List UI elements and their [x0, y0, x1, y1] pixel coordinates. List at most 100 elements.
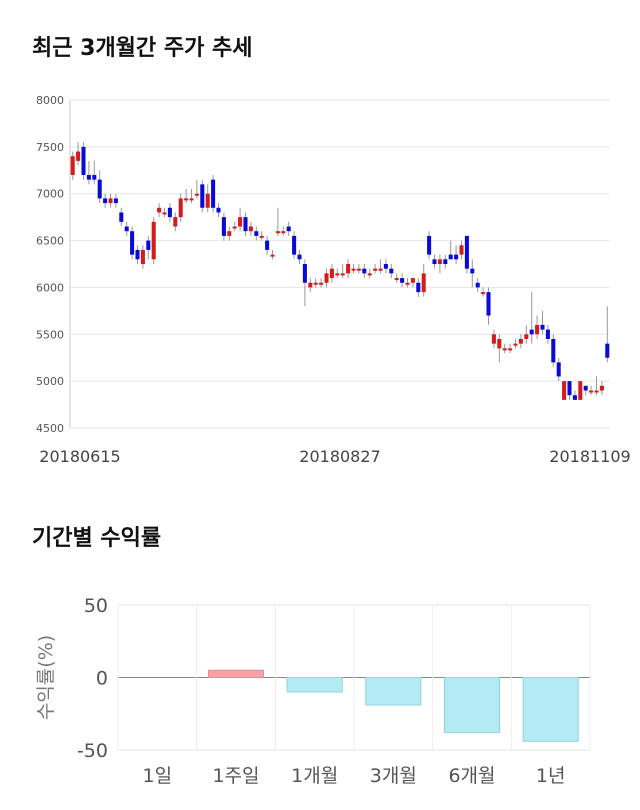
candle-body — [135, 249, 140, 260]
candle-body — [140, 249, 145, 264]
x-tick-label: 1년 — [536, 765, 566, 787]
candle-body — [518, 338, 523, 344]
candle-body — [475, 282, 480, 288]
candle-body — [432, 259, 437, 264]
candle-body — [86, 174, 91, 180]
candle-body — [437, 259, 442, 264]
candle-body — [124, 226, 129, 232]
candle-body — [448, 254, 453, 260]
candle-body — [491, 334, 496, 344]
candle-body — [454, 254, 459, 260]
candle-body — [427, 235, 432, 255]
candle-body — [605, 343, 610, 358]
candle-body — [232, 226, 237, 229]
candle-body — [356, 268, 361, 271]
candle-body — [464, 235, 469, 269]
candle-body — [216, 207, 221, 213]
candle-body — [599, 385, 604, 391]
candle-body — [200, 184, 205, 208]
return-bar — [443, 677, 501, 734]
candle-body — [562, 381, 567, 400]
candle-body — [119, 212, 124, 222]
candle-body — [297, 254, 302, 260]
returns-bar-chart: 50 0 -50 1일 1주일 1개월 3개월 6개월 1년 수익률(%) — [35, 595, 591, 787]
candle-body — [243, 217, 248, 232]
candle-body — [481, 292, 486, 295]
candle-body — [238, 217, 243, 227]
candle-body — [567, 381, 572, 396]
candle-body — [497, 338, 502, 349]
x-tick-label: 1개월 — [291, 765, 338, 787]
candle-body — [324, 273, 329, 283]
return-bar — [286, 677, 343, 693]
candle-body — [167, 207, 172, 218]
x-tick-label: 3개월 — [370, 765, 417, 787]
candle-body — [103, 198, 108, 204]
candle-body — [113, 198, 118, 204]
y-tick-label: 0 — [96, 668, 108, 690]
candle-body — [146, 240, 151, 250]
candle-body — [275, 231, 280, 234]
candle-body — [130, 231, 135, 255]
candle-body — [281, 231, 286, 234]
y-tick-label: 5500 — [36, 328, 64, 341]
x-tick-label: 20181109 — [549, 447, 630, 466]
candle-body — [373, 268, 378, 271]
return-bar — [365, 677, 422, 706]
candle-body — [335, 273, 340, 276]
y-tick-label: 5000 — [36, 375, 64, 388]
candle-body — [313, 282, 318, 285]
candle-body — [394, 278, 399, 281]
y-tick-label: 7500 — [36, 141, 64, 154]
price-trend-title: 최근 3개월간 주가 추세 — [32, 36, 253, 61]
candle-body — [405, 282, 410, 285]
y-axis-label: 수익률(%) — [35, 635, 57, 720]
y-tick-label: 6000 — [36, 281, 64, 294]
candle-body — [76, 151, 81, 161]
candle-body — [254, 231, 259, 236]
x-tick-label: 6개월 — [448, 765, 495, 787]
candle-body — [486, 292, 491, 316]
x-tick-label: 1일 — [143, 765, 173, 787]
candle-body — [221, 217, 226, 236]
candle-body — [319, 282, 324, 285]
candle-body — [572, 395, 577, 400]
period-returns-title: 기간별 수익률 — [32, 526, 162, 551]
candle-body — [286, 226, 291, 232]
candle-body — [383, 264, 388, 269]
candle-body — [205, 193, 210, 208]
candle-body — [578, 381, 583, 400]
candle-body — [367, 273, 372, 276]
candle-body — [508, 348, 513, 351]
y-tick-label: 6500 — [36, 235, 64, 248]
candle-body — [151, 221, 156, 260]
candle-body — [378, 268, 383, 271]
candlestick-chart: 8000 7500 7000 6500 6000 5500 5000 4500 20180615… — [36, 94, 631, 466]
candle-body — [502, 348, 507, 351]
candle-body — [346, 264, 351, 274]
return-bar — [207, 669, 265, 678]
candle-body — [389, 268, 394, 274]
candle-body — [259, 235, 264, 238]
candle-body — [302, 264, 307, 283]
candle-body — [178, 198, 183, 218]
candle-body — [583, 385, 588, 391]
candle-body — [540, 324, 545, 330]
candle-body — [157, 207, 162, 213]
x-tick-label: 1주일 — [212, 765, 259, 787]
x-tick-label: 20180827 — [299, 447, 380, 466]
y-tick-label: -50 — [77, 740, 108, 762]
candle-body — [329, 268, 334, 279]
candle-body — [529, 329, 534, 335]
candle-body — [194, 193, 199, 196]
candle-body — [227, 231, 232, 236]
candle-body — [421, 273, 426, 293]
x-tick-label: 20180615 — [39, 447, 120, 466]
candle-body — [351, 268, 356, 271]
candle-body — [173, 217, 178, 227]
candle-body — [308, 282, 313, 288]
candle-body — [589, 390, 594, 393]
candle-body — [292, 235, 297, 255]
candle-body — [97, 179, 102, 199]
candle-body — [81, 146, 86, 175]
